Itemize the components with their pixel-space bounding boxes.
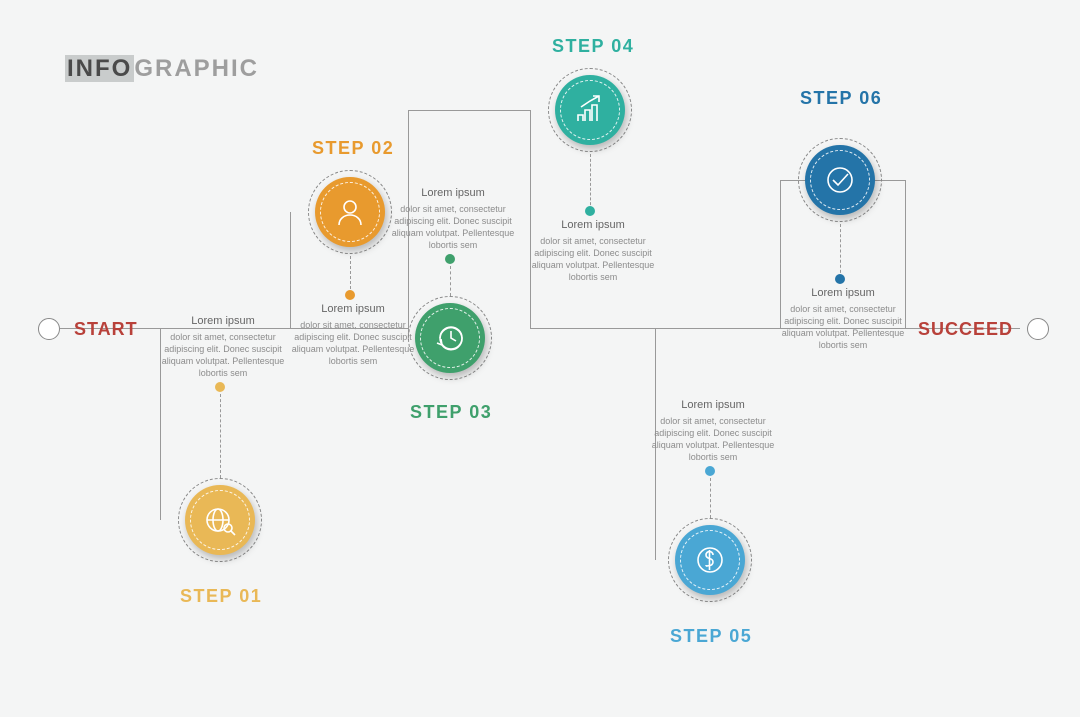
- step-description: Lorem ipsum dolor sit amet, consectetur a…: [648, 398, 778, 463]
- lorem-heading: Lorem ipsum: [288, 302, 418, 317]
- lorem-heading: Lorem ipsum: [648, 398, 778, 413]
- lorem-body: dolor sit amet, consectetur adipiscing e…: [392, 204, 515, 250]
- connector-dashed: [450, 266, 451, 296]
- dollar-icon: [693, 543, 727, 577]
- end-label: SUCCEED: [918, 319, 1013, 340]
- step-disc: [805, 145, 875, 215]
- connector-dashed: [220, 394, 221, 478]
- lorem-body: dolor sit amet, consectetur adipiscing e…: [532, 236, 655, 282]
- lorem-heading: Lorem ipsum: [388, 186, 518, 201]
- step-node-5: [668, 518, 752, 602]
- step-description: Lorem ipsum dolor sit amet, consectetur a…: [528, 218, 658, 283]
- clock-back-icon: [433, 321, 467, 355]
- check-icon: [823, 163, 857, 197]
- step-description: Lorem ipsum dolor sit amet, consectetur a…: [388, 186, 518, 251]
- connector-h: [290, 328, 408, 329]
- connector-dashed: [710, 478, 711, 518]
- connector-h: [780, 328, 905, 329]
- step-dot: [705, 466, 715, 476]
- step-label-1: STEP 01: [180, 586, 262, 607]
- step-node-2: [308, 170, 392, 254]
- step-dot: [835, 274, 845, 284]
- connector-dashed: [840, 224, 841, 278]
- step-description: Lorem ipsum dolor sit amet, consectetur a…: [288, 302, 418, 367]
- step-label-4: STEP 04: [552, 36, 634, 57]
- connector-h: [160, 328, 290, 329]
- step-description: Lorem ipsumdolor sit amet, consectetur a…: [778, 286, 908, 351]
- connector-h: [530, 328, 655, 329]
- end-ring: [1027, 318, 1049, 340]
- step-node-3: [408, 296, 492, 380]
- step-node-4: [548, 68, 632, 152]
- connector-h: [408, 110, 530, 111]
- start-label: START: [74, 319, 138, 340]
- step-node-1: [178, 478, 262, 562]
- lorem-body: dolor sit amet, consectetur adipiscing e…: [162, 332, 285, 378]
- step-dot: [445, 254, 455, 264]
- step-label-5: STEP 05: [670, 626, 752, 647]
- step-disc: [185, 485, 255, 555]
- connector-dashed: [590, 154, 591, 210]
- infographic-canvas: Lorem ipsumdolor sit amet, consectetur a…: [0, 0, 1080, 717]
- globe-search-icon: [203, 503, 237, 537]
- step-description: Lorem ipsum dolor sit amet, consectetur a…: [158, 314, 288, 379]
- lorem-heading: Lorem ipsum: [528, 218, 658, 233]
- lorem-body: dolor sit amet, consectetur adipiscing e…: [652, 416, 775, 462]
- connector-h: [655, 328, 780, 329]
- step-label-6: STEP 06: [800, 88, 882, 109]
- lorem-body: dolor sit amet, consectetur adipiscing e…: [292, 320, 415, 366]
- lorem-heading: Lorem ipsum: [778, 286, 908, 301]
- user-icon: [333, 195, 367, 229]
- step-disc: [675, 525, 745, 595]
- end-cap: SUCCEED: [918, 318, 1049, 340]
- connector-dashed: [350, 256, 351, 294]
- step-label-3: STEP 03: [410, 402, 492, 423]
- step-dot: [215, 382, 225, 392]
- step-disc: [555, 75, 625, 145]
- step-disc: [415, 303, 485, 373]
- step-node-6: [798, 138, 882, 222]
- step-label-2: STEP 02: [312, 138, 394, 159]
- lorem-heading: Lorem ipsum: [158, 314, 288, 329]
- step-disc: [315, 177, 385, 247]
- start-ring: [38, 318, 60, 340]
- step-dot: [345, 290, 355, 300]
- start-cap: START: [38, 318, 138, 340]
- step-dot: [585, 206, 595, 216]
- growth-icon: [573, 93, 607, 127]
